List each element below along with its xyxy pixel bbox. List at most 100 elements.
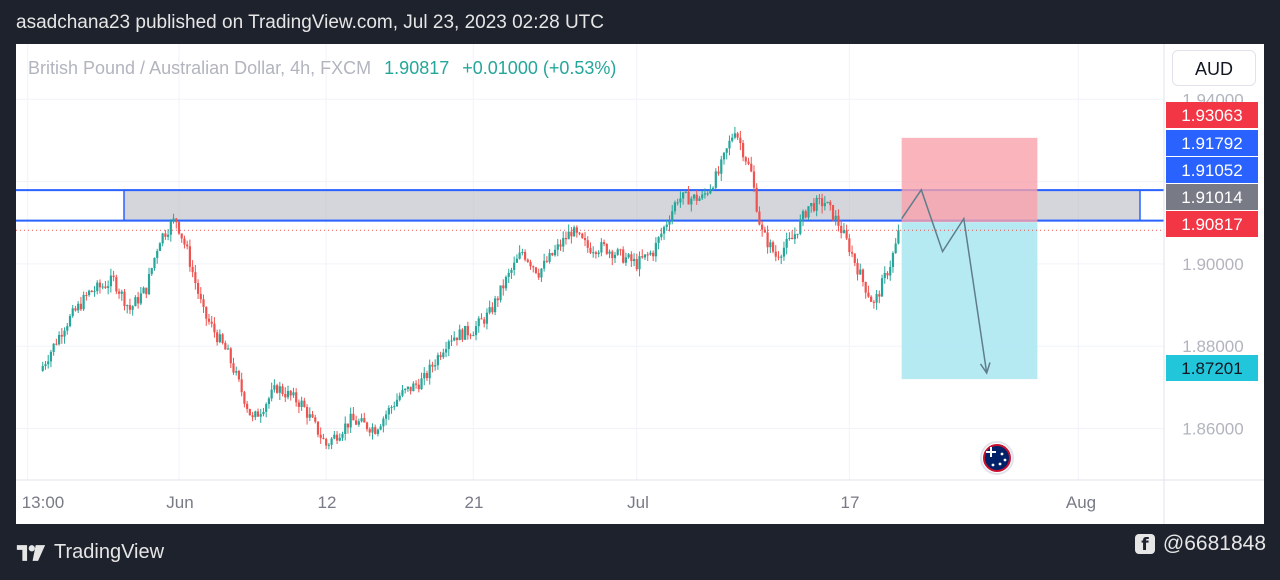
candle-body: [109, 275, 112, 287]
candle-body: [638, 256, 641, 270]
candle-body: [243, 392, 246, 404]
candle-body: [52, 343, 55, 352]
candle-body: [891, 253, 895, 268]
candle-body: [515, 258, 518, 263]
candle-body: [477, 318, 480, 327]
candle-body: [385, 414, 388, 419]
candle-body: [613, 254, 617, 259]
candle-body: [300, 400, 303, 407]
price-label-bg: [1166, 130, 1258, 156]
candle-body: [161, 233, 164, 244]
projection-arrowhead: [979, 362, 991, 375]
candle-body: [632, 259, 636, 262]
candle-body: [750, 163, 753, 172]
candle-body: [823, 203, 826, 207]
candle-body: [581, 233, 584, 239]
candle-body: [98, 282, 102, 288]
social-handle: f @6681848: [1134, 532, 1266, 556]
candle-body: [502, 285, 505, 289]
candle-body: [210, 321, 213, 324]
candle-body: [319, 434, 322, 438]
candle-body: [534, 267, 538, 273]
candle-body: [801, 211, 805, 220]
candle-body: [104, 286, 107, 288]
candle-body: [93, 291, 96, 293]
candle-body: [464, 325, 467, 340]
price-label: 1.90817: [1181, 215, 1242, 234]
candle-body: [327, 444, 330, 446]
candle-body: [641, 256, 644, 258]
candle-body: [592, 252, 595, 254]
candle-body: [821, 198, 824, 207]
candle-body: [248, 408, 251, 416]
publish-info: asadchana23 published on TradingView.com…: [16, 12, 604, 33]
candle-body: [537, 272, 540, 278]
candle-body: [281, 386, 284, 395]
candle-body: [611, 251, 614, 259]
candle-body: [79, 303, 82, 310]
candle-body: [622, 249, 625, 263]
candle-body: [177, 222, 181, 234]
candle-body: [466, 325, 469, 336]
candle-body: [357, 421, 360, 425]
candle-body: [256, 411, 260, 417]
candle-body: [796, 233, 799, 235]
candle-body: [49, 351, 53, 362]
candle-body: [701, 194, 704, 199]
candle-body: [371, 427, 374, 433]
candle-body: [205, 306, 208, 319]
candle-body: [417, 384, 420, 390]
candle-body: [894, 243, 897, 254]
candle-body: [594, 252, 598, 255]
candle-body: [646, 254, 649, 256]
candle-body: [85, 294, 88, 296]
candle-body: [308, 414, 311, 418]
candle-body: [276, 385, 279, 393]
candle-body: [624, 257, 627, 263]
currency-button[interactable]: AUD: [1172, 50, 1256, 86]
candle-body: [134, 297, 137, 307]
candle-body: [439, 355, 442, 358]
candle-body: [303, 400, 306, 407]
handle-text: @6681848: [1162, 532, 1266, 555]
candle-body: [570, 231, 573, 237]
candle-body: [826, 201, 829, 204]
candle-body: [330, 438, 333, 445]
candle-body: [286, 390, 290, 398]
x-tick-label: Aug: [1066, 493, 1096, 512]
candle-body: [556, 244, 559, 250]
candle-body: [804, 211, 807, 218]
candle-body: [145, 287, 148, 295]
candle-body: [526, 259, 529, 262]
candle-body: [831, 205, 835, 221]
candle-body: [712, 187, 715, 189]
flag-star: [1000, 452, 1004, 456]
candle-body: [128, 305, 132, 310]
candle-body: [47, 361, 50, 365]
candle-body: [739, 137, 742, 144]
candle-body: [322, 437, 325, 439]
candle-body: [709, 188, 712, 194]
tradingview-icon: [16, 544, 46, 561]
price-label: 1.93063: [1181, 106, 1242, 125]
candle-body: [229, 348, 232, 364]
candle-body: [158, 243, 162, 252]
candle-body: [698, 198, 701, 201]
price-label: 1.91014: [1181, 188, 1242, 207]
candle-body: [755, 187, 758, 212]
candle-body: [706, 193, 709, 195]
candle-body: [458, 329, 461, 341]
candle-body: [722, 152, 726, 160]
candle-body: [679, 198, 682, 203]
candle-body: [251, 415, 254, 418]
candle-body: [736, 133, 739, 138]
candle-body: [226, 348, 230, 350]
candle-body: [409, 386, 412, 392]
price-chart[interactable]: 1.940001.900001.880001.860001.930631.917…: [16, 44, 1264, 524]
australia-flag-icon: [983, 444, 1011, 472]
candle-body: [864, 282, 867, 293]
candle-body: [363, 418, 366, 423]
candle-body: [603, 242, 606, 244]
candle-body: [167, 234, 170, 237]
candle-body: [401, 390, 404, 396]
